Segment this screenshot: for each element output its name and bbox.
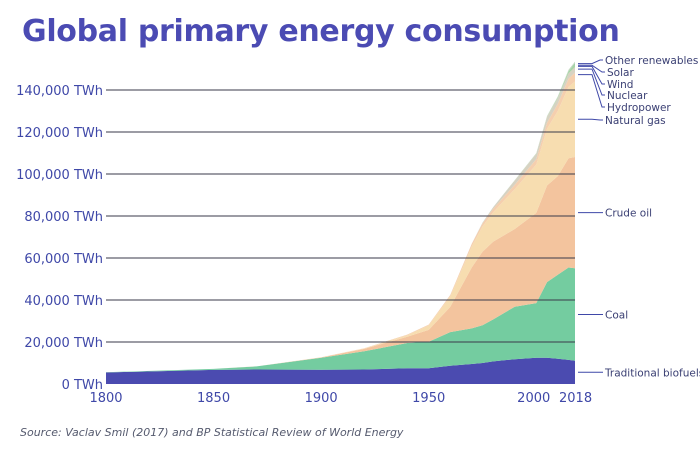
- legend-leader: [578, 74, 605, 108]
- legend-leader: [578, 68, 605, 96]
- x-axis: 1800 1850 1900 1950 2000 2018: [89, 391, 592, 406]
- legend-label-crude-oil: Crude oil: [605, 208, 652, 220]
- x-tick-label: 1800: [89, 391, 122, 406]
- legend-label-coal: Coal: [605, 309, 628, 321]
- x-tick-label: 1950: [412, 391, 445, 406]
- y-tick-label: 40,000 TWh: [24, 294, 103, 309]
- y-tick-label: 120,000 TWh: [16, 126, 103, 141]
- x-tick-label: 2018: [559, 391, 592, 406]
- stacked-area-chart: 0 TWh 20,000 TWh 40,000 TWh 60,000 TWh 80,00…: [16, 55, 700, 406]
- y-tick-label: 0 TWh: [62, 378, 103, 393]
- legend: Traditional biofuels Coal Crude oil Natural…: [578, 55, 700, 379]
- legend-leader: [578, 64, 605, 73]
- legend-label-traditional-biofuels: Traditional biofuels: [604, 367, 700, 379]
- y-tick-label: 80,000 TWh: [24, 210, 103, 225]
- y-tick-label: 20,000 TWh: [24, 336, 103, 351]
- legend-label-wind: Wind: [607, 79, 633, 91]
- x-tick-label: 1900: [305, 391, 338, 406]
- legend-label-nuclear: Nuclear: [607, 90, 648, 102]
- legend-label-other-renewables: Other renewables: [605, 55, 698, 67]
- x-tick-label: 2000: [517, 391, 550, 406]
- area-traditional-biofuels: [106, 357, 575, 384]
- legend-leader: [578, 59, 603, 65]
- y-tick-label: 100,000 TWh: [16, 168, 103, 183]
- legend-label-hydropower: Hydropower: [607, 102, 671, 114]
- y-axis: 0 TWh 20,000 TWh 40,000 TWh 60,000 TWh 80,00…: [16, 84, 575, 393]
- x-tick-label: 1850: [197, 391, 230, 406]
- area-layers: [106, 61, 575, 384]
- area-crude-oil: [106, 156, 575, 373]
- area-coal: [106, 267, 575, 373]
- y-tick-label: 60,000 TWh: [24, 252, 103, 267]
- legend-leader: [578, 118, 603, 121]
- legend-label-natural-gas: Natural gas: [605, 115, 666, 127]
- y-tick-label: 140,000 TWh: [16, 84, 103, 99]
- source-note: Source: Vaclav Smil (2017) and BP Statis…: [20, 426, 404, 439]
- chart-title: Global primary energy consumption: [22, 14, 620, 49]
- legend-leader: [578, 65, 605, 85]
- legend-label-solar: Solar: [607, 67, 634, 79]
